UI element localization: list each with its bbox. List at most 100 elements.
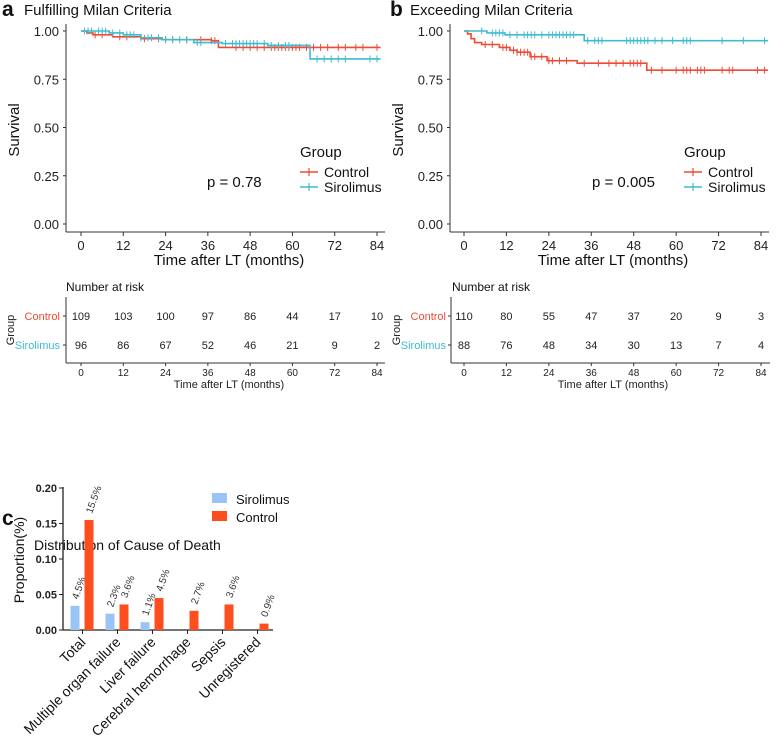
panel-a-x-tick-label: 48 [243,238,257,253]
panel-b-x-tick-label: 48 [626,238,640,253]
panel-c-data-label: 3.6% [224,574,242,599]
panel-b-legend-control: Control [708,164,753,180]
panel-a-risk-x-tick-label: 84 [371,368,383,379]
panel-b-risk-count: 3 [758,311,764,323]
panel-b-risk-x-tick-label: 60 [671,368,683,379]
panel-a-risk-ylabel: Group [5,315,17,346]
panel-b-risk-x-tick-label: 48 [628,368,640,379]
panel-b-x-tick-label: 60 [669,238,683,253]
panel-b-x-tick-label: 36 [584,238,598,253]
panel-b-risk-count: 30 [628,340,640,352]
panel-c-y-tick-label: 0.15 [36,519,57,531]
panel-a-risk-row-sirolimus: Sirolimus [15,340,61,352]
panel-b-risk-x-tick-label: 12 [501,368,513,379]
panel-c-bar-control [154,598,164,630]
panel-c-y-tick-label: 0.05 [36,590,57,602]
panel-b-curve-control [464,30,769,71]
panel-a-risk-count: 97 [202,311,214,323]
panel-a-title: Fulfilling Milan Criteria [24,2,172,19]
panel-c-title: Distribution of Cause of Death [34,537,221,553]
panel-a-risk-x-tick-label: 60 [287,368,299,379]
panel-c-y-tick-label: 0.20 [36,483,57,495]
panel-b-risk-count: 7 [716,340,722,352]
panel-b-risk-count: 76 [500,340,512,352]
panel-c-legend-control: Control [236,510,278,525]
panel-a-risk-count: 86 [244,311,256,323]
panel-a-legend-control: Control [324,164,369,180]
panel-c-data-label: 15.5% [84,484,104,515]
panel-a-x-tick-label: 84 [370,238,384,253]
panel-b-risk-x-tick-label: 24 [543,368,555,379]
panel-b-risk-count: 20 [670,311,682,323]
panel-b-risk-x-tick-label: 0 [461,368,467,379]
panel-a-y-tick-label: 1.00 [34,24,59,39]
panel-b-risk-count: 88 [458,340,470,352]
panel-a-risk-x-tick-label: 12 [118,368,130,379]
panel-a-risk-row-control: Control [25,311,60,323]
panel-b-y-tick-label: 0.50 [418,121,443,136]
panel-a-risk-title: Number at risk [66,280,145,294]
panel-c-y-tick-label: 0.00 [36,625,57,637]
panel-letter-a: a [2,0,14,21]
panel-b-ylabel: Survival [390,103,407,156]
panel-a-risk-count: 67 [159,340,171,352]
panel-a-risk-count: 100 [156,311,174,323]
panel-b-legend-title: Group [684,144,726,161]
panel-c-y-tick-label: 0.10 [36,554,57,566]
panel-c-bar-control [259,623,269,630]
panel-b-legend-sirolimus: Sirolimus [708,179,766,195]
panel-a-risk-count: 86 [117,340,129,352]
panel-b-risk-title: Number at risk [452,280,531,294]
panel-b-y-tick-label: 0.25 [418,169,443,184]
panel-c-bar-sirolimus [70,605,80,630]
panel-b-x-tick-label: 0 [460,238,467,253]
panel-a-x-tick-label: 0 [77,238,84,253]
panel-a-ylabel: Survival [6,103,23,156]
panel-b-y-tick-label: 0.00 [418,217,443,232]
panel-c-bar-sirolimus [105,613,115,630]
panel-a-y-tick-label: 0.25 [34,169,59,184]
panel-c-ylabel: Proportion(%) [11,517,27,603]
panel-b-risk-count: 4 [758,340,764,352]
panel-a-legend-sirolimus: Sirolimus [324,179,382,195]
panel-b-x-tick-label: 84 [754,238,768,253]
panel-a-x-tick-label: 12 [116,238,130,253]
panel-b-pvalue: p = 0.005 [592,174,655,191]
panel-b-title: Exceeding Milan Criteria [410,2,573,19]
panel-a-risk-x-tick-label: 0 [78,368,84,379]
panel-a-risk-x-tick-label: 72 [329,368,341,379]
panel-a-legend-title: Group [300,144,342,161]
panel-b-risk-ylabel: Group [391,315,403,346]
panel-a-y-tick-label: 0.00 [34,217,59,232]
panel-b-risk-count: 47 [585,311,597,323]
panel-c-data-label: 3.6% [119,574,137,599]
panel-a-risk-count: 21 [286,340,298,352]
panel-b-risk-xlabel: Time after LT (months) [558,379,668,391]
panel-a-risk-count: 10 [371,311,383,323]
panel-c-data-label: 0.9% [259,593,277,618]
panel-c-bar-control [119,604,129,630]
panel-b-risk-count: 48 [543,340,555,352]
panel-c-bar-sirolimus [140,622,150,630]
panel-b-y-tick-label: 1.00 [418,24,443,39]
panel-c-bar-control [189,610,199,630]
panel-b-y-tick-label: 0.75 [418,72,443,87]
panel-c-data-label: 4.5% [154,568,172,593]
panel-a-pvalue: p = 0.78 [207,174,262,191]
panel-c-legend-key-control [212,511,227,521]
panel-a-xlabel: Time after LT (months) [154,252,305,269]
panel-a-curve-sirolimus [81,30,381,60]
panel-a-y-tick-label: 0.75 [34,72,59,87]
panel-c-bar-control [84,519,94,630]
panel-b-x-tick-label: 24 [542,238,556,253]
panel-b-risk-count: 9 [716,311,722,323]
panel-a-risk-count: 109 [72,311,90,323]
panel-b-risk-count: 37 [628,311,640,323]
panel-a-risk-count: 46 [244,340,256,352]
panel-b-risk-count: 34 [585,340,597,352]
panel-a-risk-count: 44 [286,311,298,323]
panel-a-y-tick-label: 0.50 [34,121,59,136]
panel-b-risk-row-control: Control [411,311,446,323]
panel-b-risk-count: 110 [455,311,473,323]
